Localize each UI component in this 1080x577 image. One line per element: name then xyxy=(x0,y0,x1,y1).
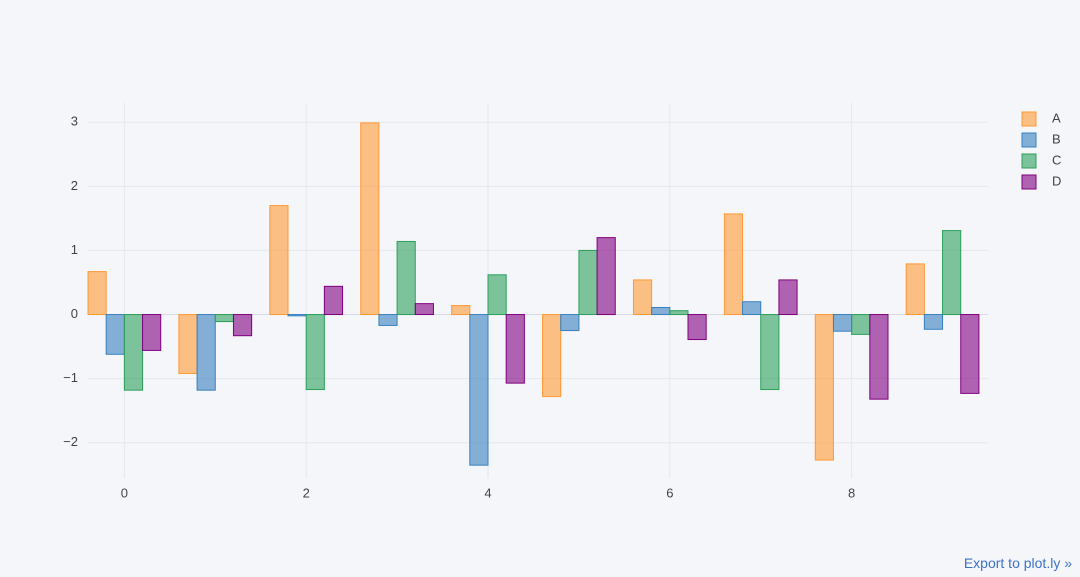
bar xyxy=(814,314,834,461)
bar xyxy=(196,314,216,391)
bar xyxy=(287,314,307,317)
x-tick-label: 6 xyxy=(666,485,673,500)
y-tick-label: −2 xyxy=(63,434,78,449)
x-tick-label: 0 xyxy=(121,485,128,500)
y-tick-label: 0 xyxy=(71,306,78,321)
bar xyxy=(178,314,198,375)
bar xyxy=(942,230,962,316)
bar xyxy=(323,285,344,316)
bar xyxy=(232,314,253,337)
bar xyxy=(923,314,944,330)
bar xyxy=(269,205,289,316)
export-link[interactable]: Export to plot.ly » xyxy=(963,555,1072,571)
legend-label: D xyxy=(1052,173,1061,188)
y-tick-label: −1 xyxy=(63,370,78,385)
bar xyxy=(760,314,780,391)
bar xyxy=(905,263,925,316)
bar xyxy=(123,314,144,391)
bar xyxy=(723,213,744,316)
bar xyxy=(669,310,689,316)
bar xyxy=(742,301,762,316)
bar xyxy=(778,279,798,316)
bar xyxy=(378,314,398,326)
bar xyxy=(832,314,853,332)
y-tick-label: 3 xyxy=(71,114,78,129)
bar xyxy=(214,314,234,323)
legend-label: C xyxy=(1052,152,1061,167)
legend-label: B xyxy=(1052,131,1061,146)
y-tick-label: 1 xyxy=(71,242,78,257)
bar xyxy=(105,314,125,355)
y-tick-label: 2 xyxy=(71,178,78,193)
bar xyxy=(360,122,380,316)
legend-label: A xyxy=(1052,110,1061,125)
bar xyxy=(632,279,653,316)
bar xyxy=(560,314,580,332)
bar xyxy=(451,305,471,316)
legend-swatch xyxy=(1021,153,1037,169)
bar xyxy=(578,249,598,316)
x-tick-label: 4 xyxy=(484,485,491,500)
x-tick-label: 2 xyxy=(303,485,310,500)
bar xyxy=(414,303,434,316)
bar xyxy=(469,314,489,466)
legend-swatch xyxy=(1021,111,1037,127)
bar xyxy=(396,240,416,316)
bar xyxy=(542,314,562,398)
bar xyxy=(487,274,507,316)
bar xyxy=(596,237,616,316)
bar xyxy=(305,314,325,391)
bar xyxy=(142,314,162,351)
bar xyxy=(505,314,525,384)
bar xyxy=(869,314,889,400)
bar xyxy=(651,306,671,316)
x-tick-label: 8 xyxy=(848,485,855,500)
bar xyxy=(960,314,980,394)
bar xyxy=(851,314,871,335)
bar xyxy=(687,314,707,341)
legend-swatch xyxy=(1021,132,1037,148)
bar xyxy=(87,271,107,316)
legend-swatch xyxy=(1021,174,1037,190)
